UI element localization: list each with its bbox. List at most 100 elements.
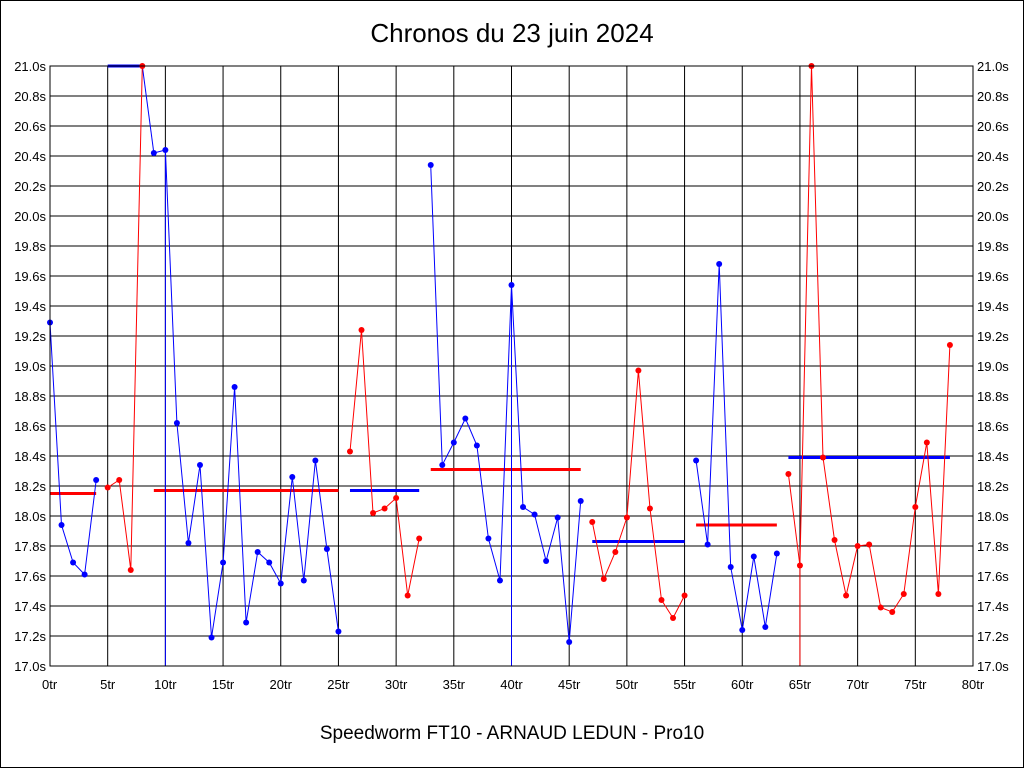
- data-point: [912, 504, 919, 510]
- connector-line: [141, 65, 155, 154]
- y-tick-label-right: 17.0s: [977, 659, 1009, 674]
- y-tick-label-right: 19.4s: [977, 299, 1009, 314]
- y-tick-label-left: 17.6s: [14, 569, 46, 584]
- y-tick-label-left: 18.4s: [14, 449, 46, 464]
- data-point: [346, 448, 353, 455]
- y-tick-label-right: 19.8s: [977, 239, 1009, 254]
- data-point: [843, 592, 850, 599]
- x-tick-label: 55tr: [673, 677, 696, 692]
- data-point: [716, 261, 723, 267]
- data-point: [220, 559, 227, 566]
- y-tick-label-left: 19.6s: [14, 269, 46, 284]
- data-point: [773, 550, 780, 557]
- y-tick-label-left: 18.0s: [14, 509, 46, 524]
- data-point: [416, 535, 423, 542]
- data-point: [381, 505, 388, 512]
- data-point: [520, 504, 527, 510]
- x-tick-label: 35tr: [443, 677, 466, 692]
- data-point: [543, 558, 550, 564]
- x-tick-label: 50tr: [616, 677, 639, 692]
- data-point: [946, 342, 953, 348]
- y-tick-label-left: 19.2s: [14, 329, 46, 344]
- data-point: [658, 597, 665, 603]
- data-point: [231, 384, 238, 390]
- y-tick-label-right: 18.6s: [977, 419, 1009, 434]
- y-tick-label-right: 17.2s: [977, 629, 1009, 644]
- data-point: [196, 462, 203, 468]
- x-tick-label: 5tr: [100, 677, 116, 692]
- y-tick-label-right: 18.0s: [977, 509, 1009, 524]
- x-tick-label: 40tr: [500, 677, 523, 692]
- series-line: [349, 329, 420, 596]
- data-point: [589, 519, 596, 525]
- x-tick-label: 65tr: [789, 677, 812, 692]
- data-point: [404, 592, 411, 599]
- y-tick-label-right: 18.8s: [977, 389, 1009, 404]
- data-point: [577, 498, 584, 504]
- y-tick-label-left: 20.8s: [14, 89, 46, 104]
- data-point: [393, 495, 400, 501]
- x-tick-label: 70tr: [846, 677, 869, 692]
- y-axis-right: 17.0s 17.2s 17.4s 17.6s 17.8s 18.0s 18.2s 18.4s…: [977, 59, 1009, 674]
- y-tick-label-right: 19.0s: [977, 359, 1009, 374]
- y-tick-label-left: 20.2s: [14, 179, 46, 194]
- data-point: [162, 147, 169, 153]
- data-point: [243, 619, 250, 626]
- data-point: [312, 457, 319, 464]
- y-tick-label-left: 18.8s: [14, 389, 46, 404]
- average-lines: [50, 64, 950, 543]
- data-point: [935, 591, 942, 597]
- series-connectors: [141, 65, 801, 666]
- data-point: [127, 567, 134, 573]
- data-point: [727, 564, 734, 570]
- data-point: [866, 541, 873, 548]
- data-point: [877, 604, 884, 611]
- plot-border: [49, 65, 974, 667]
- x-tick-label: 20tr: [270, 677, 293, 692]
- y-tick-label-left: 18.2s: [14, 479, 46, 494]
- data-point: [831, 537, 838, 543]
- data-point: [370, 510, 377, 516]
- data-point: [93, 477, 100, 483]
- y-tick-label-right: 20.6s: [977, 119, 1009, 134]
- y-tick-label-left: 17.4s: [14, 599, 46, 614]
- y-tick-label-right: 18.2s: [977, 479, 1009, 494]
- data-point: [670, 615, 677, 621]
- data-point: [762, 624, 769, 630]
- x-tick-label: 10tr: [154, 677, 177, 692]
- x-axis: 0tr 5tr 10tr 15tr 20tr 25tr 30tr 35tr 40tr 45tr 50…: [42, 677, 985, 692]
- series-line: [591, 370, 686, 620]
- data-point: [889, 609, 896, 615]
- chart-title: Chronos du 23 juin 2024: [370, 18, 654, 48]
- data-point: [116, 477, 123, 483]
- y-tick-label-right: 20.8s: [977, 89, 1009, 104]
- series-lines: [49, 65, 951, 643]
- y-tick-label-left: 20.4s: [14, 149, 46, 164]
- chart-subtitle: Speedworm FT10 - ARNAUD LEDUN - Pro10: [319, 723, 705, 744]
- series-line: [695, 263, 778, 631]
- data-point: [266, 559, 273, 566]
- data-point: [81, 571, 88, 578]
- series-line: [153, 149, 339, 638]
- y-tick-label-left: 17.2s: [14, 629, 46, 644]
- y-tick-label-right: 19.6s: [977, 269, 1009, 284]
- y-tick-label-left: 17.0s: [14, 659, 46, 674]
- y-tick-label-left: 21.0s: [14, 59, 46, 74]
- data-point: [693, 457, 700, 464]
- data-point: [739, 627, 746, 633]
- data-point: [150, 150, 157, 156]
- y-tick-label-right: 18.4s: [977, 449, 1009, 464]
- data-point: [104, 484, 111, 491]
- x-tick-label: 0tr: [42, 677, 58, 692]
- data-point: [70, 559, 77, 566]
- x-tick-label: 60tr: [731, 677, 754, 692]
- y-tick-label-left: 19.0s: [14, 359, 46, 374]
- data-point: [820, 454, 827, 461]
- y-tick-label-left: 18.6s: [14, 419, 46, 434]
- y-tick-label-left: 17.8s: [14, 539, 46, 554]
- data-point: [496, 577, 503, 584]
- y-tick-label-right: 20.2s: [977, 179, 1009, 194]
- data-point: [635, 367, 642, 374]
- data-point: [646, 505, 653, 512]
